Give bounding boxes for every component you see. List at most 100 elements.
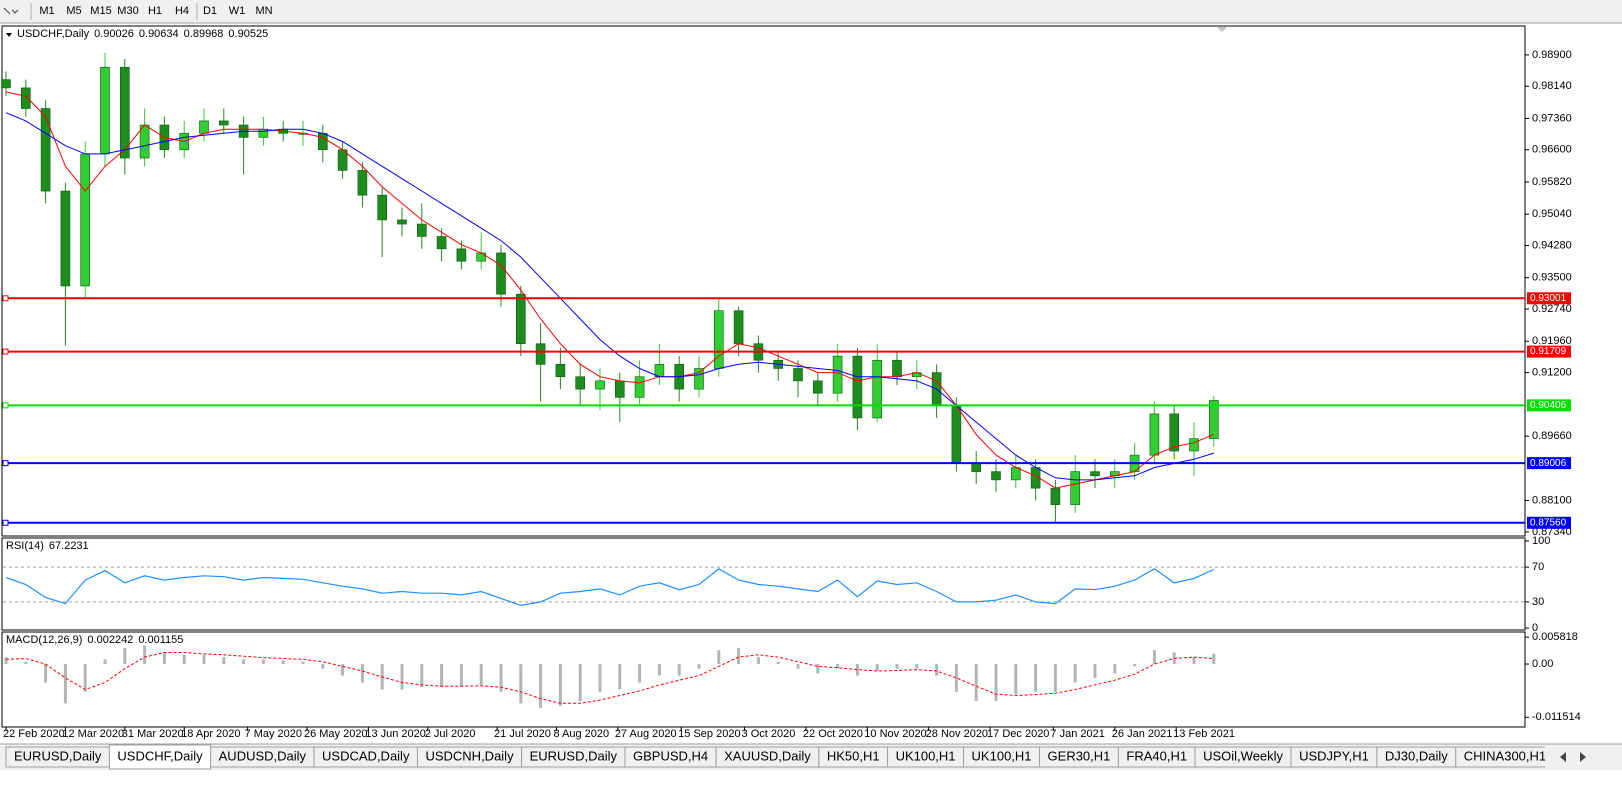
timeframe-button[interactable]: M1: [39, 5, 54, 17]
candle-body: [852, 355, 863, 419]
candle-body: [436, 236, 447, 250]
tab-scroll-left[interactable]: [1560, 752, 1566, 762]
candle-body: [614, 380, 625, 398]
tab-label[interactable]: HK50,H1: [827, 748, 880, 763]
candle-body: [515, 293, 526, 345]
tab-label[interactable]: EURUSD,Daily: [530, 748, 618, 763]
macd-bar: [737, 647, 741, 665]
header-part: MACD(12,26,9): [6, 634, 82, 646]
macd-bar: [717, 650, 721, 665]
candle-body: [1070, 471, 1080, 505]
level-label: 0.91709: [1530, 346, 1567, 357]
macd-signal: [5, 652, 1214, 704]
tab-label[interactable]: DJ30,Daily: [1385, 748, 1448, 763]
timeframe-button[interactable]: MN: [255, 5, 272, 17]
level-handle[interactable]: [2, 402, 9, 409]
x-tick-label: 31 Mar 2020: [122, 728, 184, 740]
tab-label[interactable]: EURUSD,Daily: [14, 748, 102, 763]
x-tick-label: 7 Jan 2021: [1050, 728, 1104, 740]
candle-body: [713, 310, 724, 369]
timeframe-button[interactable]: D1: [203, 5, 217, 17]
macd-bar: [895, 664, 899, 669]
tab-scroll-right[interactable]: [1580, 752, 1586, 762]
timeframe-button[interactable]: M5: [66, 5, 81, 17]
tab-label[interactable]: GER30,H1: [1048, 748, 1111, 763]
y-tick-label: 0.97360: [1532, 112, 1572, 124]
level-label-box: [1527, 345, 1571, 358]
macd-bar: [638, 664, 642, 683]
tab-label[interactable]: USDCNH,Daily: [425, 748, 514, 763]
level-label-box: [1527, 399, 1571, 412]
x-tick-label: 10 Nov 2020: [864, 728, 926, 740]
header-part: USDCHF,Daily: [17, 28, 90, 40]
macd-bar: [440, 664, 444, 688]
candle-body: [139, 124, 150, 159]
macd-bar: [341, 664, 345, 676]
timeframe-button[interactable]: W1: [229, 5, 246, 17]
level-handle[interactable]: [2, 519, 9, 526]
candle-body: [40, 108, 51, 192]
moving-average: [5, 91, 1214, 489]
tab-label[interactable]: FRA40,H1: [1126, 748, 1187, 763]
tab-label[interactable]: GBPUSD,H4: [633, 748, 708, 763]
header-part: 0.001155: [138, 634, 183, 646]
timeframe-button[interactable]: H1: [148, 5, 162, 17]
macd-bar: [1212, 653, 1216, 665]
tab-label[interactable]: CHINA300,H1: [1464, 748, 1546, 763]
x-tick-label: 7 May 2020: [245, 728, 302, 740]
y-tick-label: -0.011514: [1532, 711, 1581, 723]
header-part: 67.2231: [49, 540, 89, 552]
candle-body: [456, 248, 467, 262]
tab-label[interactable]: UK100,H1: [972, 748, 1032, 763]
tab-label[interactable]: USDJPY,H1: [1299, 748, 1369, 763]
candle-body: [793, 368, 803, 382]
x-tick-label: 28 Nov 2020: [926, 728, 988, 740]
tab-label[interactable]: USDCAD,Daily: [322, 748, 410, 763]
macd-bar: [915, 664, 919, 669]
macd-bar: [756, 657, 760, 665]
macd-bar: [479, 664, 483, 685]
level-handle[interactable]: [2, 348, 9, 355]
y-tick-label: 70: [1532, 561, 1544, 573]
candle-body: [694, 368, 704, 390]
macd-bar: [162, 652, 166, 665]
tab-label[interactable]: USOil,Weekly: [1203, 748, 1283, 763]
candle-body: [317, 132, 328, 151]
candle-body: [733, 310, 744, 345]
x-tick-label: 27 Aug 2020: [615, 728, 677, 740]
tab-label[interactable]: AUDUSD,Daily: [219, 748, 307, 763]
candle-body: [555, 364, 566, 378]
tab-label[interactable]: USDCHF,Daily: [117, 748, 203, 763]
macd-bar: [1034, 664, 1038, 692]
tab[interactable]: [108, 744, 212, 770]
candle-body: [872, 359, 883, 419]
moving-average: [5, 112, 1214, 481]
y-tick-label: 100: [1532, 535, 1550, 547]
candle-body: [20, 87, 31, 109]
macd-bar: [24, 661, 28, 665]
menu-arrow[interactable]: [6, 33, 12, 37]
timeframe-button[interactable]: M30: [117, 5, 138, 17]
level-handle[interactable]: [2, 460, 9, 467]
timeframe-button[interactable]: M15: [90, 5, 111, 17]
macd-bar: [222, 657, 226, 665]
macd-bar: [83, 664, 87, 692]
timeframe-button[interactable]: H4: [175, 5, 189, 17]
indicator-line: [5, 568, 1215, 607]
level-label: 0.89006: [1530, 458, 1567, 469]
level-handle[interactable]: [2, 295, 9, 302]
candle-body: [357, 170, 368, 196]
toolbar-icon[interactable]: [3, 7, 19, 15]
macd-bar: [974, 664, 978, 702]
macd-bar: [4, 657, 8, 665]
tab-label[interactable]: UK100,H1: [896, 748, 956, 763]
tab-label[interactable]: XAUUSD,Daily: [724, 748, 811, 763]
candle-body: [832, 355, 843, 394]
x-tick-label: 13 Jun 2020: [365, 728, 426, 740]
tab[interactable]: [1455, 746, 1554, 768]
candle-body: [100, 66, 110, 155]
y-tick-label: 0.91200: [1532, 367, 1572, 379]
candle-body: [951, 405, 962, 464]
macd-bar: [598, 664, 602, 692]
level-label: 0.87560: [1530, 517, 1567, 528]
